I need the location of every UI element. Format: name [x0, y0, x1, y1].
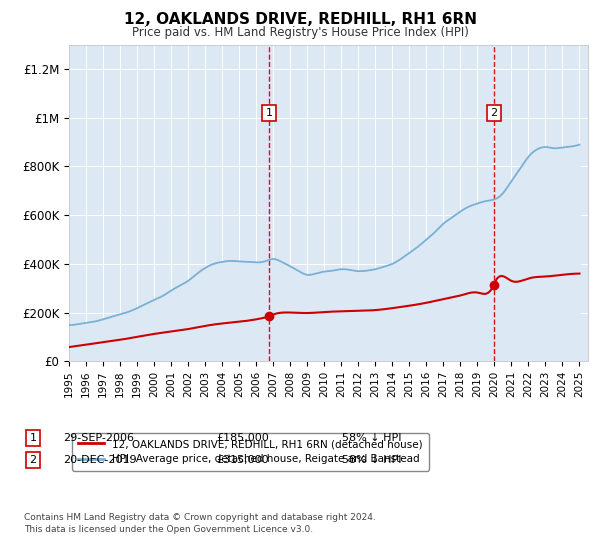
- Text: 58% ↓ HPI: 58% ↓ HPI: [342, 455, 401, 465]
- Text: 20-DEC-2019: 20-DEC-2019: [63, 455, 137, 465]
- Legend: 12, OAKLANDS DRIVE, REDHILL, RH1 6RN (detached house), HPI: Average price, detac: 12, OAKLANDS DRIVE, REDHILL, RH1 6RN (de…: [71, 433, 429, 470]
- Text: Contains HM Land Registry data © Crown copyright and database right 2024.
This d: Contains HM Land Registry data © Crown c…: [24, 513, 376, 534]
- Text: 2: 2: [490, 108, 497, 118]
- Text: Price paid vs. HM Land Registry's House Price Index (HPI): Price paid vs. HM Land Registry's House …: [131, 26, 469, 39]
- Text: 58% ↓ HPI: 58% ↓ HPI: [342, 433, 401, 443]
- Text: £185,000: £185,000: [216, 433, 269, 443]
- Text: 12, OAKLANDS DRIVE, REDHILL, RH1 6RN: 12, OAKLANDS DRIVE, REDHILL, RH1 6RN: [124, 12, 476, 27]
- Text: 1: 1: [265, 108, 272, 118]
- Text: 1: 1: [29, 433, 37, 443]
- Text: 29-SEP-2006: 29-SEP-2006: [63, 433, 134, 443]
- Text: 2: 2: [29, 455, 37, 465]
- Text: £315,000: £315,000: [216, 455, 269, 465]
